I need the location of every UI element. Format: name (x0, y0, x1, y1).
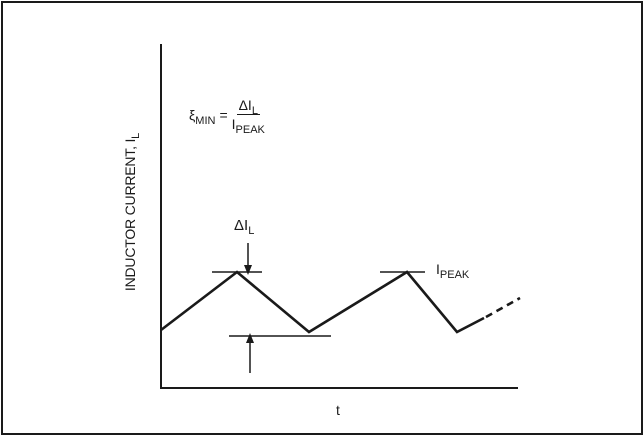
x-axis-label: t (336, 402, 340, 418)
formula-denominator: IPEAK (231, 116, 265, 136)
formula-lhs: ξMIN (189, 106, 216, 127)
formula-fraction: ΔIL IPEAK (231, 97, 265, 136)
current-waveform (160, 270, 485, 334)
ipeak-label: IPEAK (436, 261, 470, 281)
waveform-continuation (485, 296, 521, 319)
delta-il-label: ΔIL (234, 217, 255, 237)
formula-equals: = (219, 106, 228, 123)
formula-numerator: ΔIL (236, 97, 260, 117)
ripple-formula: ξMIN = ΔIL IPEAK (189, 97, 265, 136)
y-axis-label: INDUCTOR CURRENT, IL (122, 132, 142, 292)
